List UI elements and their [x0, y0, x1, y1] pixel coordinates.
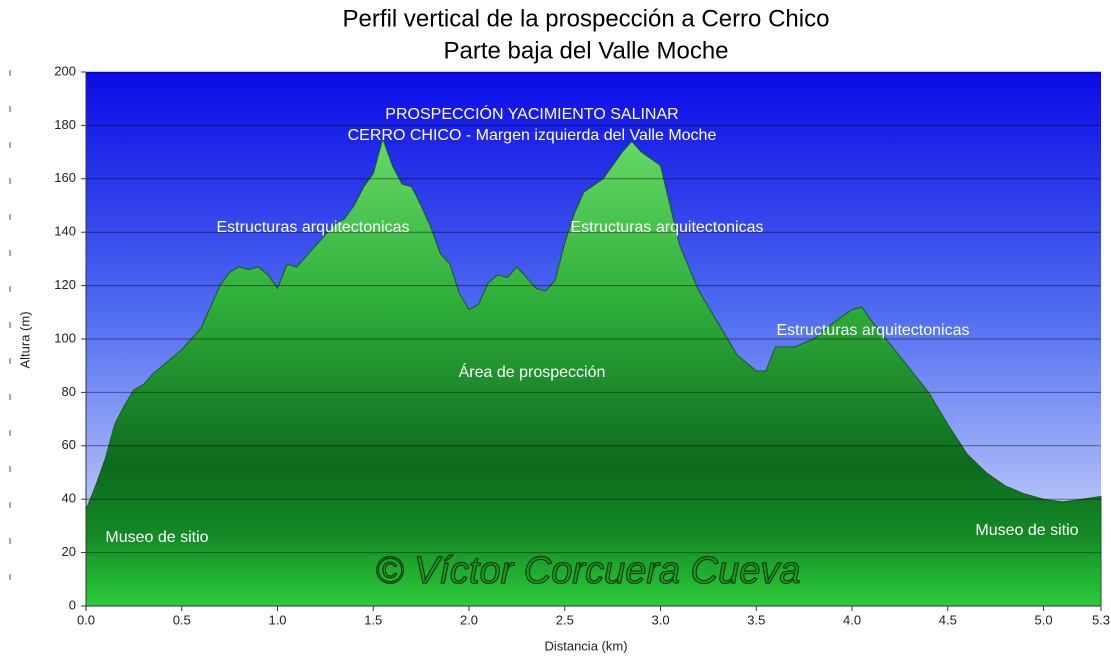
x-tick-label: 0.0 — [77, 612, 95, 627]
chart-title: Perfil vertical de la prospección a Cerr… — [343, 5, 830, 32]
x-axis-label: Distancia (km) — [544, 638, 627, 653]
y-tick-label: 80 — [62, 384, 76, 399]
y-tick-label: 140 — [54, 224, 76, 239]
y-tick-label: 40 — [62, 491, 76, 506]
x-tick-label: 3.0 — [651, 612, 669, 627]
y-tick-label: 200 — [54, 63, 76, 78]
x-tick-label: 3.5 — [747, 612, 765, 627]
y-tick-label: 120 — [54, 277, 76, 292]
y-axis-label: Altura (m) — [17, 311, 32, 368]
x-tick-label: 0.5 — [173, 612, 191, 627]
area — [85, 137, 1102, 607]
annotation: Estructuras arquitectonicas — [217, 219, 410, 236]
x-tick-label: 1.0 — [268, 612, 286, 627]
annotation: Museo de sitio — [975, 522, 1078, 539]
annotation: CERRO CHICO - Margen izquierda del Valle… — [348, 127, 717, 144]
annotation: Museo de sitio — [105, 529, 208, 546]
y-tick-label: 0 — [69, 597, 76, 612]
y-tick-label: 20 — [62, 544, 76, 559]
chart-subtitle: Parte baja del Valle Moche — [443, 37, 728, 64]
y-tick-label: 100 — [54, 330, 76, 345]
annotation: Estructuras arquitectonicas — [777, 322, 970, 339]
x-tick-label: 4.0 — [843, 612, 861, 627]
y-tick-label: 160 — [54, 170, 76, 185]
x-tick-label: 5.3 — [1092, 612, 1110, 627]
x-tick-label: 5.0 — [1035, 612, 1053, 627]
watermark: © Víctor Corcuera Cueva — [375, 550, 800, 592]
x-tick-label: 2.5 — [556, 612, 574, 627]
x-tick-label: 1.5 — [364, 612, 382, 627]
annotation: Área de prospección — [459, 362, 606, 381]
y-tick-label: 180 — [54, 117, 76, 132]
y-tick-label: 60 — [62, 437, 76, 452]
x-tick-label: 4.5 — [939, 612, 957, 627]
x-tick-label: 2.0 — [460, 612, 478, 627]
annotation: PROSPECCIÓN YACIMIENTO SALINAR — [385, 104, 678, 123]
annotation: Estructuras arquitectonicas — [571, 219, 764, 236]
